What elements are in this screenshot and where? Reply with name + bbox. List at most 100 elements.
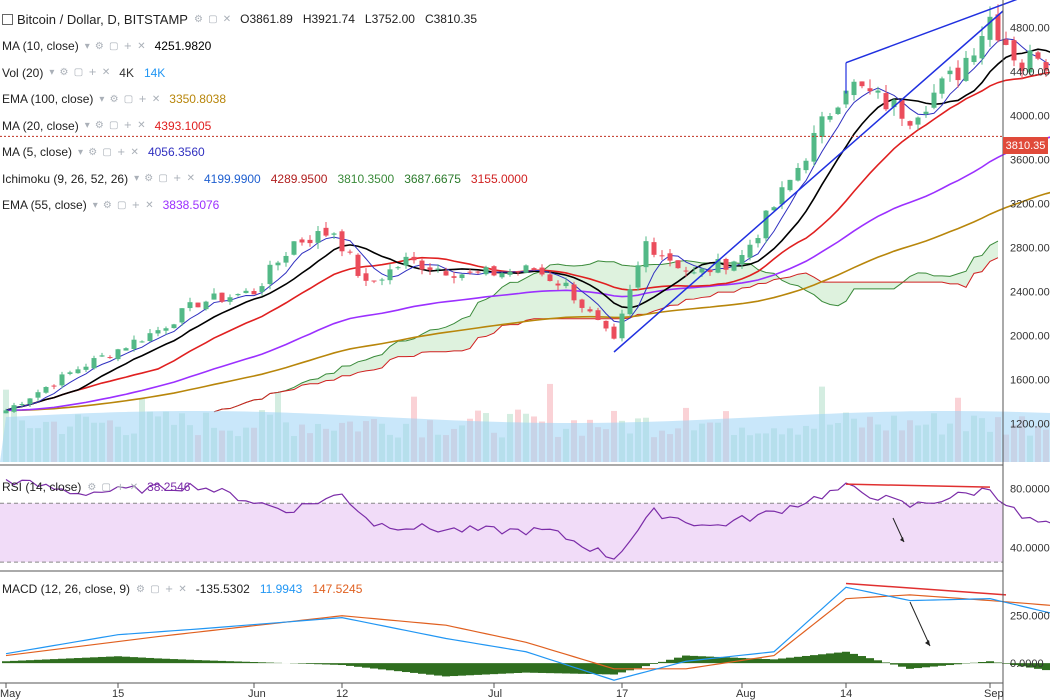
- time-tick-label: May: [0, 688, 21, 700]
- macd-histogram-bar: [106, 656, 114, 664]
- candle-body: [467, 271, 473, 273]
- channel-lower-line: [613, 10, 1004, 353]
- candle-body: [387, 269, 393, 281]
- macd-histogram-bar: [50, 659, 58, 664]
- candle-body: [59, 374, 65, 386]
- macd-histogram-bar: [226, 661, 234, 664]
- candle-body: [795, 167, 801, 181]
- candle-body: [475, 271, 481, 273]
- macd-histogram-bar: [122, 656, 130, 664]
- macd-histogram-bar: [266, 662, 274, 664]
- rsi-tick-label: 80.0000: [1010, 484, 1050, 496]
- macd-histogram-bar: [778, 658, 786, 664]
- time-tick-label: Sep: [984, 688, 1004, 700]
- macd-histogram-bar: [634, 663, 642, 669]
- price-tick-label: 3600.00: [1010, 155, 1050, 167]
- candle-body: [107, 357, 113, 359]
- candle-body: [507, 271, 513, 275]
- candle-body: [627, 289, 633, 315]
- candle-body: [811, 132, 817, 162]
- macd-histogram-bar: [426, 663, 434, 675]
- ichimoku-cloud: [214, 241, 998, 412]
- candle-body: [315, 231, 321, 243]
- macd-histogram-bar: [578, 663, 586, 674]
- macd-histogram-bar: [218, 660, 226, 664]
- price-pane[interactable]: [0, 0, 1050, 462]
- macd-histogram-bar: [434, 663, 442, 676]
- macd-histogram-bar: [58, 658, 66, 664]
- macd-tick-label: 250.0000: [1010, 611, 1050, 623]
- macd-histogram-bar: [98, 656, 106, 664]
- candle-body: [883, 93, 889, 110]
- candle-body: [123, 348, 129, 351]
- rsi-divergence-line: [845, 483, 991, 488]
- candle-body: [67, 372, 73, 374]
- ichimoku-span-a: [213, 240, 999, 413]
- time-tick-label: Aug: [736, 688, 756, 700]
- ma20-line: [5, 71, 1050, 412]
- macd-histogram-bar: [402, 663, 410, 673]
- candle-body: [787, 179, 793, 191]
- macd-histogram-bar: [114, 656, 122, 664]
- candle-body: [579, 299, 585, 308]
- candle-body: [571, 284, 577, 301]
- candle-body: [355, 254, 361, 276]
- macd-histogram-bar: [906, 663, 914, 669]
- candle-body: [443, 271, 449, 276]
- macd-histogram-bar: [554, 663, 562, 674]
- candle-body: [459, 274, 465, 279]
- macd-histogram-bar: [658, 661, 666, 664]
- macd-histogram-bar: [1002, 663, 1010, 664]
- macd-pane[interactable]: [2, 582, 1050, 689]
- price-tick-label: 2000.00: [1010, 331, 1050, 343]
- candle-body: [659, 255, 665, 257]
- price-tick-label: 1600.00: [1010, 375, 1050, 387]
- candle-body: [491, 266, 497, 276]
- candle-body: [419, 260, 425, 270]
- candle-body: [155, 330, 161, 334]
- last-price-tag: 3810.35: [1003, 137, 1048, 154]
- candle-body: [43, 387, 49, 393]
- macd-histogram-bar: [10, 660, 18, 664]
- ema100-line: [5, 191, 1050, 412]
- macd-histogram-bar: [842, 651, 850, 664]
- candle-body: [963, 57, 969, 81]
- rsi-pane[interactable]: [0, 478, 1050, 563]
- candle-body: [515, 271, 521, 273]
- macd-histogram-bar: [882, 662, 890, 664]
- macd-histogram-bar: [490, 663, 498, 675]
- candle-body: [555, 283, 561, 286]
- macd-histogram-bar: [898, 663, 906, 667]
- macd-histogram-bar: [546, 663, 554, 674]
- macd-histogram-bar: [178, 659, 186, 664]
- candle-body: [1027, 50, 1033, 73]
- macd-histogram-bar: [234, 661, 242, 664]
- candle-body: [19, 403, 25, 405]
- time-tick-label: 12: [336, 688, 348, 700]
- macd-histogram-bar: [626, 663, 634, 671]
- candle-body: [267, 264, 273, 285]
- macd-histogram-bar: [130, 657, 138, 664]
- macd-signal-line: [5, 594, 1050, 670]
- macd-histogram-bar: [74, 658, 82, 664]
- macd-histogram-bar: [714, 656, 722, 664]
- macd-histogram-bar: [834, 652, 842, 664]
- candle-body: [243, 290, 249, 294]
- macd-histogram-bar: [378, 663, 386, 670]
- macd-histogram-bar: [650, 663, 658, 664]
- candle-body: [363, 273, 369, 281]
- ma10-line: [5, 48, 1050, 412]
- price-tick-label: 4400.00: [1010, 67, 1050, 79]
- candle-body: [35, 392, 41, 398]
- macd-histogram-bar: [242, 661, 250, 664]
- time-tick-label: 15: [112, 688, 124, 700]
- macd-histogram-bar: [322, 663, 330, 665]
- macd-histogram-bar: [850, 653, 858, 664]
- macd-divergence-line: [845, 582, 1007, 596]
- macd-histogram-bar: [162, 658, 170, 664]
- candle-body: [75, 369, 81, 374]
- candle-body: [27, 398, 33, 405]
- candle-body: [843, 90, 849, 105]
- time-tick-label: 17: [616, 688, 628, 700]
